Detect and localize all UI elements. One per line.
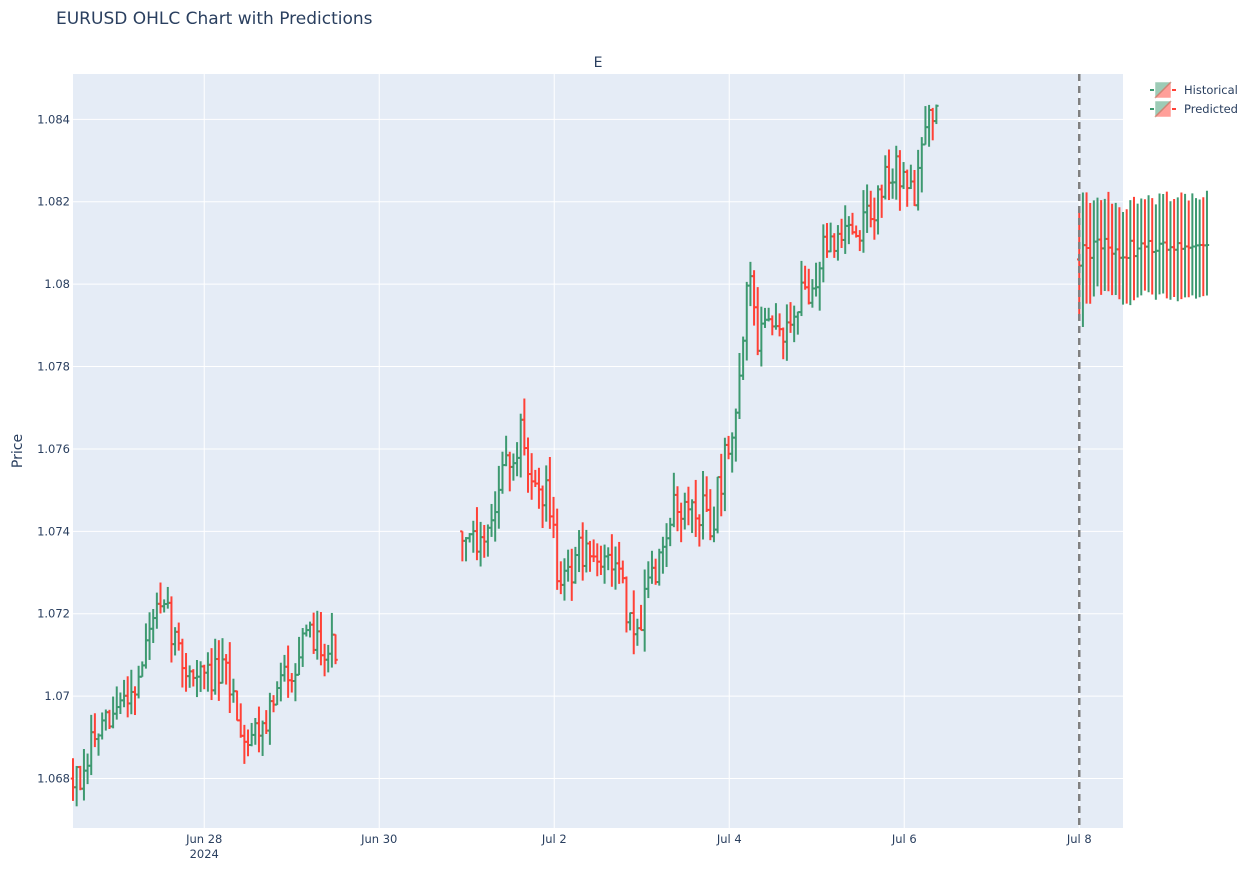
ohlc-bar[interactable] xyxy=(1179,192,1184,300)
ohlc-bar[interactable] xyxy=(1201,197,1206,297)
x-tick-label: Jul 8 xyxy=(1066,832,1092,846)
ohlc-bar[interactable] xyxy=(1186,200,1191,298)
y-tick-label: 1.082 xyxy=(37,195,70,209)
ohlc-bar[interactable] xyxy=(1139,198,1144,296)
ohlc-bar[interactable] xyxy=(934,104,939,125)
ohlc-bar[interactable] xyxy=(1164,191,1170,299)
ohlc-bar[interactable] xyxy=(1146,195,1151,293)
legend-decreasing-swatch xyxy=(1154,100,1171,117)
legend-label-historical: Historical xyxy=(1184,83,1238,97)
y-tick-label: 1.084 xyxy=(37,112,70,126)
ohlc-bar[interactable] xyxy=(1160,194,1166,294)
chart-subtitle: E xyxy=(594,55,603,71)
ohlc-bar[interactable] xyxy=(1153,204,1159,300)
ohlc-bar[interactable] xyxy=(1150,198,1155,295)
x-tick-label: Jun 30 xyxy=(360,832,397,846)
x-tick-sublabel: 2024 xyxy=(190,847,219,861)
x-tick-label: Jul 2 xyxy=(541,832,567,846)
y-axis-ticks: 1.068 1.07 1.072 1.074 1.076 1.078 1.08 1.082 1.… xyxy=(37,112,70,785)
legend: Historical Predicted xyxy=(1150,81,1238,118)
x-tick-label: Jul 6 xyxy=(891,832,917,846)
ohlc-bar[interactable] xyxy=(1193,198,1199,299)
x-tick-label: Jul 4 xyxy=(716,832,742,846)
chart-title: EURUSD OHLC Chart with Predictions xyxy=(56,9,373,29)
ohlc-bar[interactable] xyxy=(1142,199,1148,291)
y-tick-label: 1.07 xyxy=(44,689,70,703)
ohlc-bar[interactable] xyxy=(1197,199,1202,298)
ohlc-bar[interactable] xyxy=(1135,203,1140,298)
ohlc-bar[interactable] xyxy=(1131,196,1137,301)
ohlc-bar[interactable] xyxy=(333,633,338,665)
ohlc-bars xyxy=(70,104,1210,807)
y-tick-label: 1.072 xyxy=(37,607,70,621)
ohlc-bar[interactable] xyxy=(1128,200,1133,306)
y-tick-label: 1.068 xyxy=(37,772,70,786)
ohlc-bar[interactable] xyxy=(1204,190,1210,296)
legend-decreasing-swatch xyxy=(1154,81,1171,98)
y-tick-label: 1.076 xyxy=(37,442,70,456)
legend-label-predicted: Predicted xyxy=(1184,102,1238,116)
legend-item-predicted[interactable]: Predicted xyxy=(1150,100,1238,118)
x-tick-label: Jun 28 xyxy=(185,832,222,846)
y-axis-label: Price xyxy=(10,434,26,468)
y-tick-label: 1.08 xyxy=(44,277,70,291)
ohlc-bar[interactable] xyxy=(1171,199,1177,298)
y-tick-label: 1.074 xyxy=(37,524,70,538)
plot-area xyxy=(73,74,1123,828)
ohlc-bar[interactable] xyxy=(1124,209,1129,304)
ohlc-bar[interactable] xyxy=(1168,201,1173,300)
ohlc-bar[interactable] xyxy=(1175,197,1180,302)
y-tick-label: 1.078 xyxy=(37,360,70,374)
legend-item-historical[interactable]: Historical xyxy=(1150,81,1238,99)
ohlc-bar[interactable] xyxy=(1190,193,1195,296)
